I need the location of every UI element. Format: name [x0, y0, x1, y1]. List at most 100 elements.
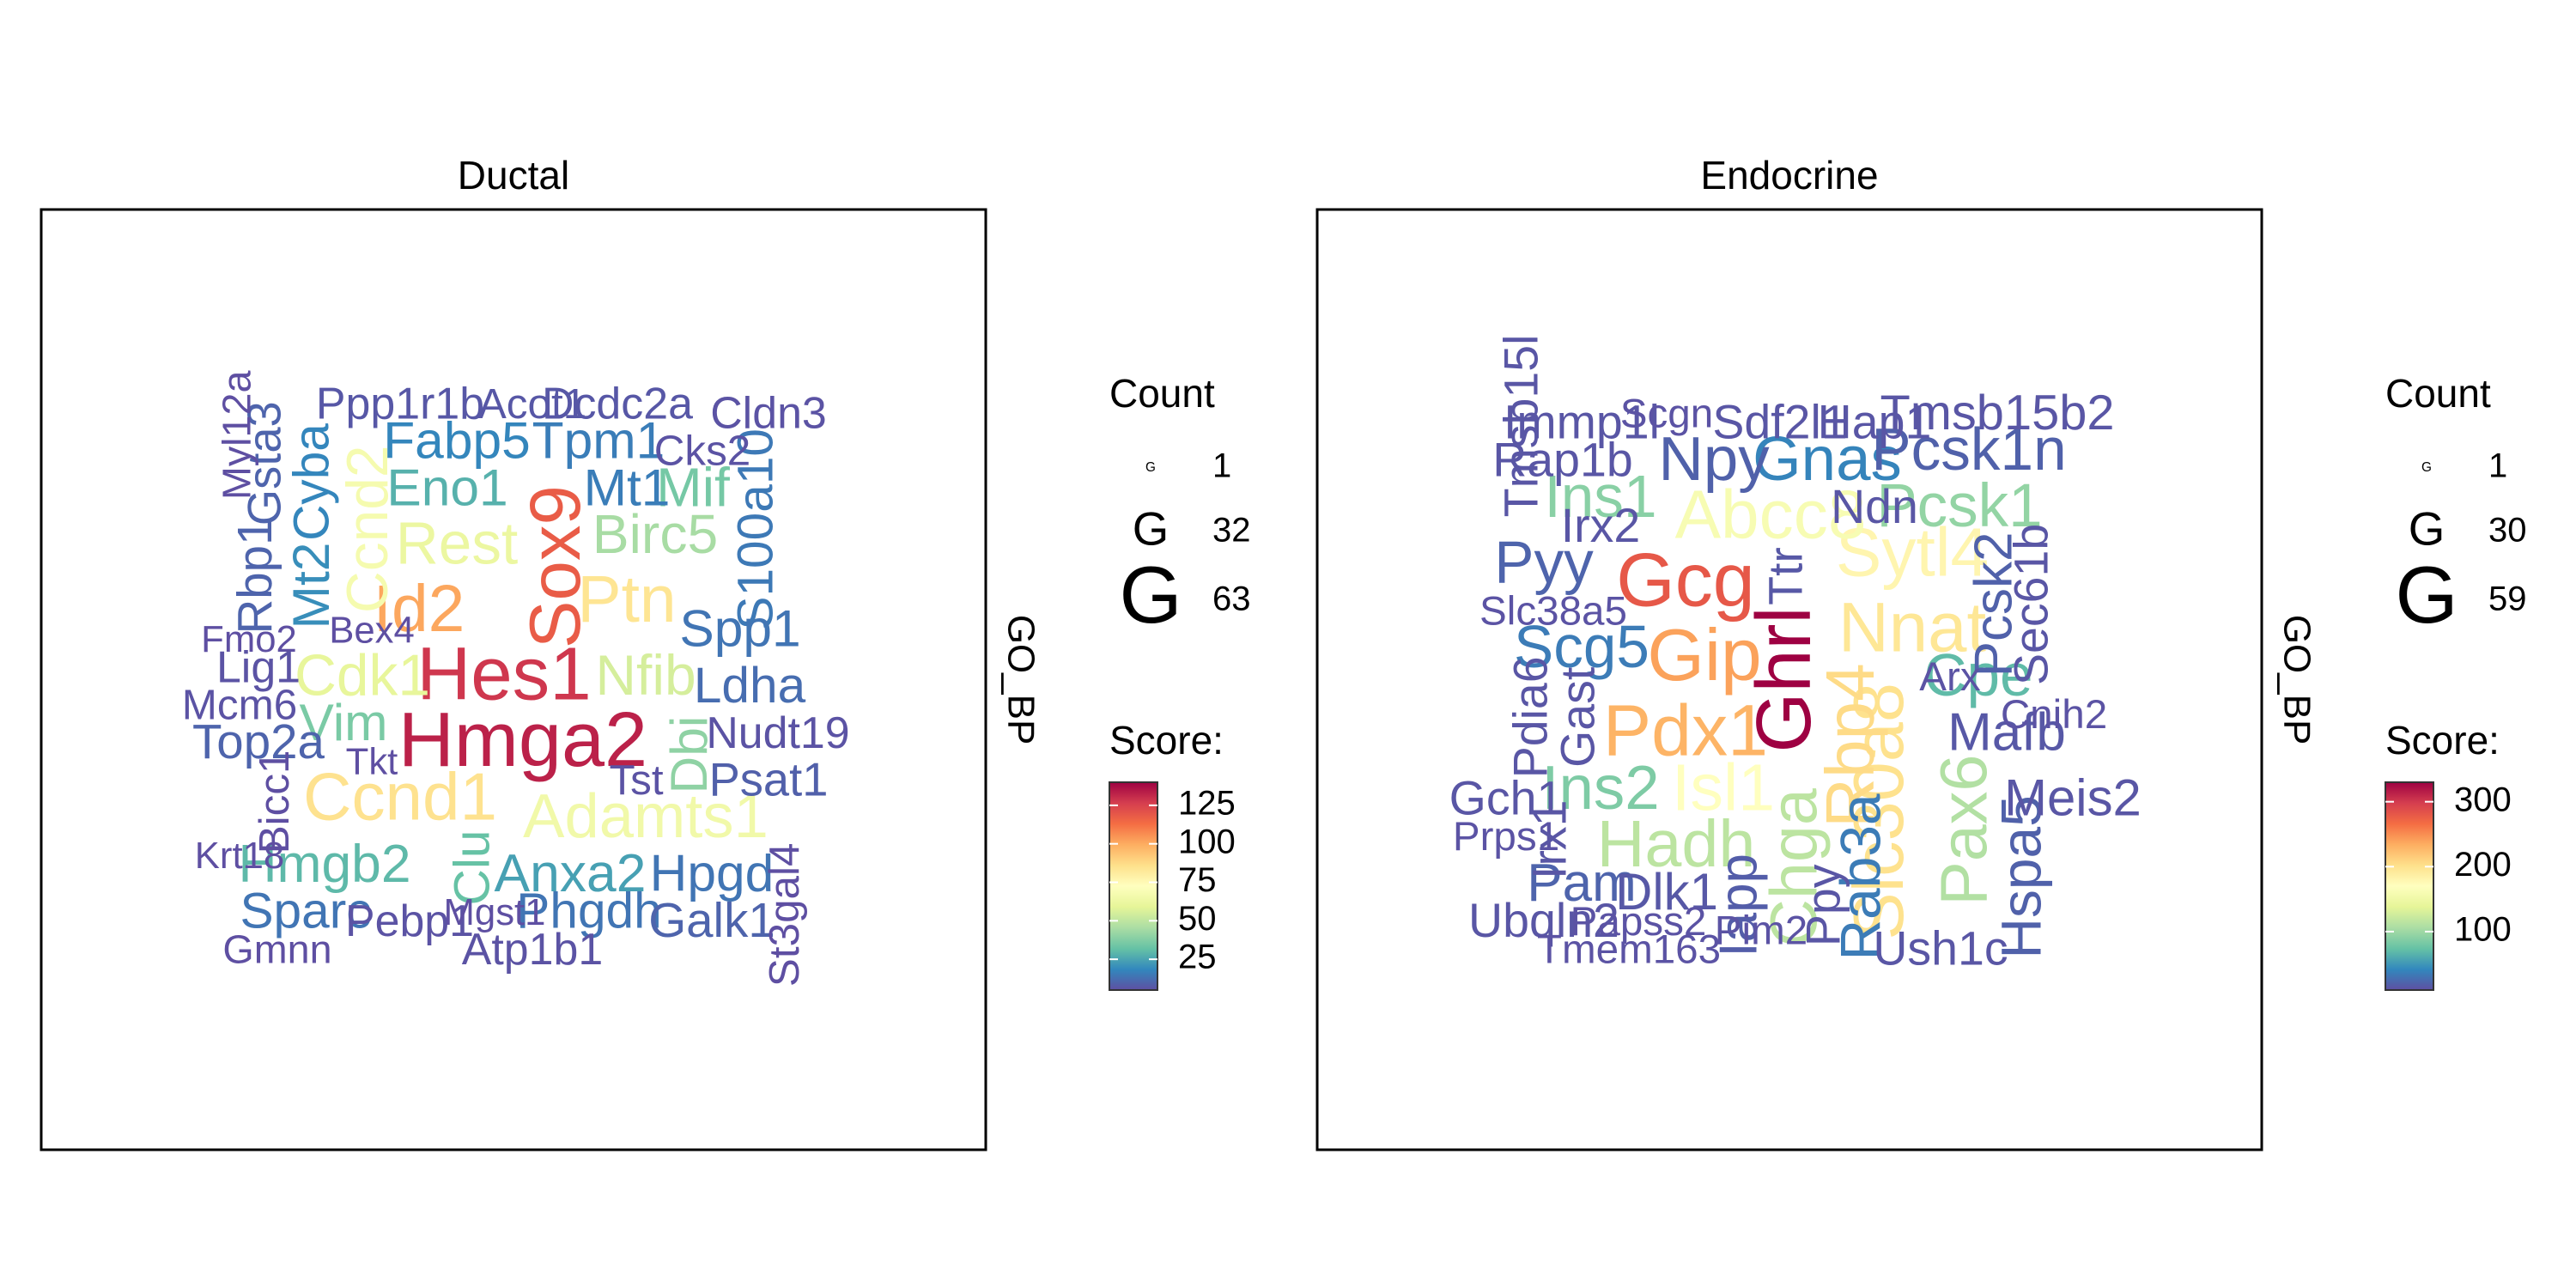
word-ppy: Ppy — [1797, 864, 1850, 946]
word-meis2: Meis2 — [2004, 769, 2142, 827]
count-legend-value: 30 — [2488, 512, 2527, 550]
word-chga: Chga — [1757, 788, 1831, 947]
count-legend-glyph: G — [1145, 460, 1156, 475]
score-colorbar — [2385, 781, 2434, 991]
word-ppp1r1b: Ppp1r1b — [316, 379, 484, 428]
count-legend-value: 1 — [1212, 447, 1231, 485]
word-pyy: Pyy — [1494, 528, 1594, 595]
word-atp1b1: Atp1b1 — [462, 924, 603, 974]
word-pam: Pam — [1527, 854, 1636, 913]
colorbar-tick-label: 200 — [2454, 846, 2512, 884]
word-lig1: Lig1 — [216, 641, 301, 691]
word-slc38a5: Slc38a5 — [1479, 588, 1627, 634]
word-ubqln2: Ubqln2 — [1468, 894, 1619, 947]
panel-title: Endocrine — [1700, 153, 1878, 197]
word-ghrl: Ghrl — [1741, 606, 1827, 752]
colorbar-tick-label: 75 — [1178, 861, 1217, 899]
word-spp1: Spp1 — [679, 599, 800, 658]
word-eno1: Eno1 — [386, 458, 507, 516]
word-pdia6: Pdia6 — [1504, 656, 1558, 778]
word-hmga2: Hmga2 — [398, 697, 647, 783]
panel-title: Ductal — [458, 153, 569, 197]
word-krt18: Krt18 — [195, 835, 284, 877]
count-legend-glyph: G — [1133, 502, 1169, 555]
word-cyba: Cyba — [284, 423, 340, 541]
word-pax6: Pax6 — [1927, 755, 2001, 906]
word-bex4: Bex4 — [329, 609, 415, 651]
word-ccnd2: Ccnd2 — [336, 445, 400, 613]
word-pebp1: Pebp1 — [345, 896, 474, 945]
word-irx1: Irx1 — [1523, 799, 1577, 879]
word-acot1: Acot1 — [478, 380, 586, 428]
word-sytl4: Sytl4 — [1836, 513, 1989, 590]
word-mgst1: Mgst1 — [444, 891, 546, 933]
word-sox9: Sox9 — [515, 485, 595, 648]
word-hap1: Hap1 — [1818, 396, 1932, 449]
word-pdx1: Pdx1 — [1603, 690, 1768, 770]
word-prps1: Prps1 — [1453, 814, 1559, 860]
word-psat1: Psat1 — [709, 753, 829, 805]
word-fmo2: Fmo2 — [201, 618, 297, 660]
word-papss2: Papss2 — [1571, 899, 1707, 945]
word-ldha: Ldha — [694, 658, 806, 714]
word-rbp4: Rbp4 — [1811, 663, 1888, 828]
colorbar-tick-label: 125 — [1178, 784, 1236, 822]
count-legend-value: 59 — [2488, 580, 2527, 618]
word-rbp1: Rbp1 — [228, 518, 282, 634]
word-vim: Vim — [299, 693, 387, 751]
word-hspa5: Hspa5 — [1989, 795, 2052, 958]
word-clu: Clu — [444, 830, 500, 906]
score-legend-title: Score: — [1109, 718, 1224, 762]
word-tkt: Tkt — [346, 741, 398, 783]
word-rab3a: Rab3a — [1828, 793, 1892, 960]
word-mif: Mif — [656, 456, 730, 518]
word-sec61b: Sec61b — [2005, 524, 2058, 685]
word-pcsk1: Pcsk1 — [1876, 472, 2042, 540]
word-npy: Npy — [1658, 424, 1770, 494]
word-anxa2: Anxa2 — [495, 844, 647, 903]
word-s100a10: S100a10 — [727, 428, 783, 630]
score-legend-title: Score: — [2385, 718, 2500, 762]
word-iapp: Iapp — [1709, 854, 1768, 957]
word-ins1: Ins1 — [1545, 463, 1657, 530]
word-irx2: Irx2 — [1561, 499, 1641, 552]
word-ptn: Ptn — [577, 562, 676, 636]
count-legend-glyph: G — [2395, 550, 2458, 640]
word-cldn3: Cldn3 — [710, 388, 827, 438]
word-mt1: Mt1 — [584, 458, 671, 516]
word-cnih2: Cnih2 — [2001, 692, 2107, 738]
word-nfib: Nfib — [595, 643, 696, 707]
panel-frame — [39, 208, 987, 1151]
word-hmgb2: Hmgb2 — [238, 835, 410, 894]
colorbar-tick-label: 50 — [1178, 900, 1217, 938]
word-birc5: Birc5 — [592, 503, 719, 565]
word-bicc1: Bicc1 — [251, 750, 298, 854]
word-galk1: Galk1 — [648, 893, 775, 947]
word-cdk1: Cdk1 — [295, 643, 430, 708]
word-phgdh: Phgdh — [516, 884, 661, 939]
word-top2a: Top2a — [192, 714, 325, 769]
word-dcdc2a: Dcdc2a — [542, 379, 693, 428]
word-pim2: Pim2 — [1715, 908, 1807, 954]
count-legend-value: 32 — [1212, 512, 1251, 550]
word-arx: Arx — [1919, 654, 1981, 700]
word-gast: Gast — [1552, 666, 1605, 768]
word-gip: Gip — [1647, 615, 1761, 696]
word-ush1c: Ush1c — [1873, 922, 2008, 975]
word-pcsk1n: Pcsk1n — [1871, 416, 2066, 483]
word-pcsk2: Pcsk2 — [1964, 532, 2023, 677]
word-st3gal4: St3gal4 — [761, 843, 808, 987]
score-colorbar — [1109, 781, 1158, 991]
word-gmnn: Gmnn — [222, 927, 331, 971]
word-tst: Tst — [609, 756, 663, 804]
facet-strip-label: GO_BP — [999, 615, 1042, 745]
count-legend-glyph: G — [2409, 501, 2445, 555]
word-myl12a: Myl12a — [214, 371, 258, 501]
word-mt2: Mt2 — [282, 543, 340, 629]
word-scg5: Scg5 — [1514, 613, 1649, 680]
panel-frame — [1315, 208, 2263, 1151]
